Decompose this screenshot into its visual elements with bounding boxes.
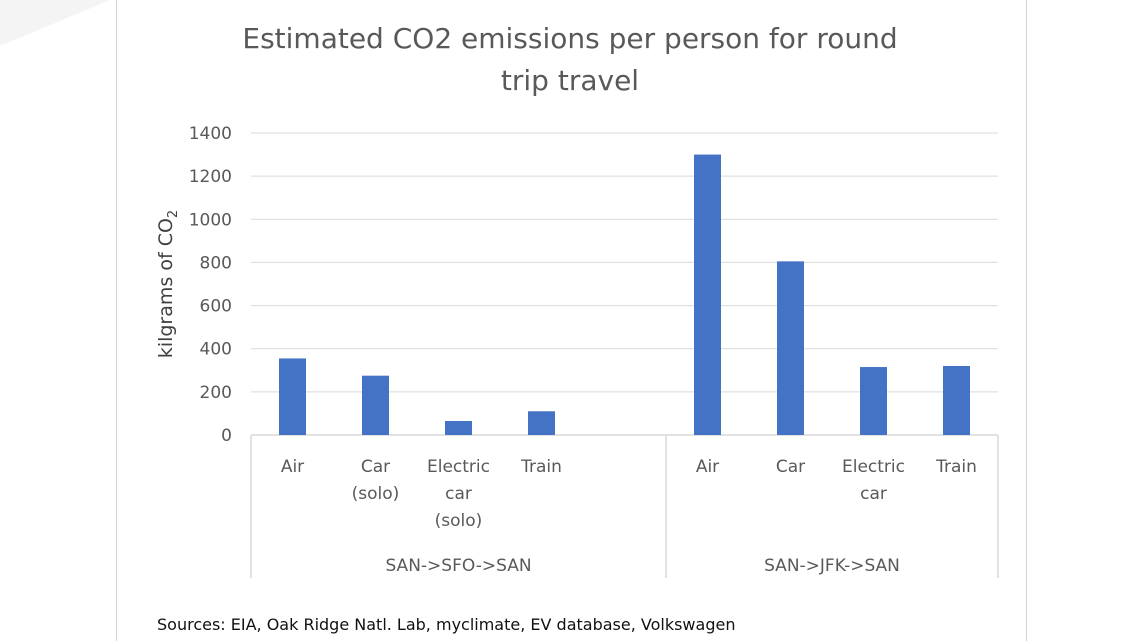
category-label: Air bbox=[281, 457, 304, 477]
category-label: car bbox=[860, 484, 887, 504]
bar bbox=[777, 261, 804, 435]
category-label: (solo) bbox=[435, 511, 483, 531]
y-tick-label: 400 bbox=[200, 340, 232, 360]
bar bbox=[694, 154, 721, 436]
category-label: Car bbox=[776, 457, 805, 477]
bar bbox=[279, 358, 306, 435]
category-label: Air bbox=[696, 457, 719, 477]
category-label: Car bbox=[361, 457, 390, 477]
y-axis-title: kilgrams of CO2 bbox=[155, 210, 181, 358]
category-label: Train bbox=[520, 457, 562, 477]
category-label: car bbox=[445, 484, 472, 504]
group-label: SAN->SFO->SAN bbox=[385, 556, 531, 576]
slide-border-left bbox=[116, 0, 117, 641]
slide-border-right bbox=[1026, 0, 1027, 641]
y-axis-title-text: kilgrams of CO bbox=[155, 218, 177, 358]
group-label: SAN->JFK->SAN bbox=[764, 556, 900, 576]
bar bbox=[860, 367, 887, 435]
y-tick-label: 1200 bbox=[189, 167, 232, 187]
y-tick-label: 600 bbox=[200, 297, 232, 317]
category-label: Train bbox=[935, 457, 977, 477]
chart-title-line: Estimated CO2 emissions per person for r… bbox=[242, 22, 897, 55]
category-label: Electric bbox=[427, 457, 490, 477]
y-tick-label: 800 bbox=[200, 253, 232, 273]
source-note: Sources: EIA, Oak Ridge Natl. Lab, mycli… bbox=[157, 615, 736, 634]
bar bbox=[943, 365, 970, 435]
y-tick-label: 200 bbox=[200, 383, 232, 403]
y-tick-label: 1400 bbox=[189, 124, 232, 144]
category-label: (solo) bbox=[352, 484, 400, 504]
y-tick-label: 1000 bbox=[189, 210, 232, 230]
bar bbox=[528, 411, 555, 435]
y-axis-title-subscript: 2 bbox=[166, 210, 181, 218]
y-tick-label: 0 bbox=[221, 426, 232, 446]
bar bbox=[362, 375, 389, 435]
chart-title-line: trip travel bbox=[501, 64, 639, 97]
bar bbox=[445, 420, 472, 435]
category-label: Electric bbox=[842, 457, 905, 477]
corner-decoration bbox=[0, 0, 110, 46]
